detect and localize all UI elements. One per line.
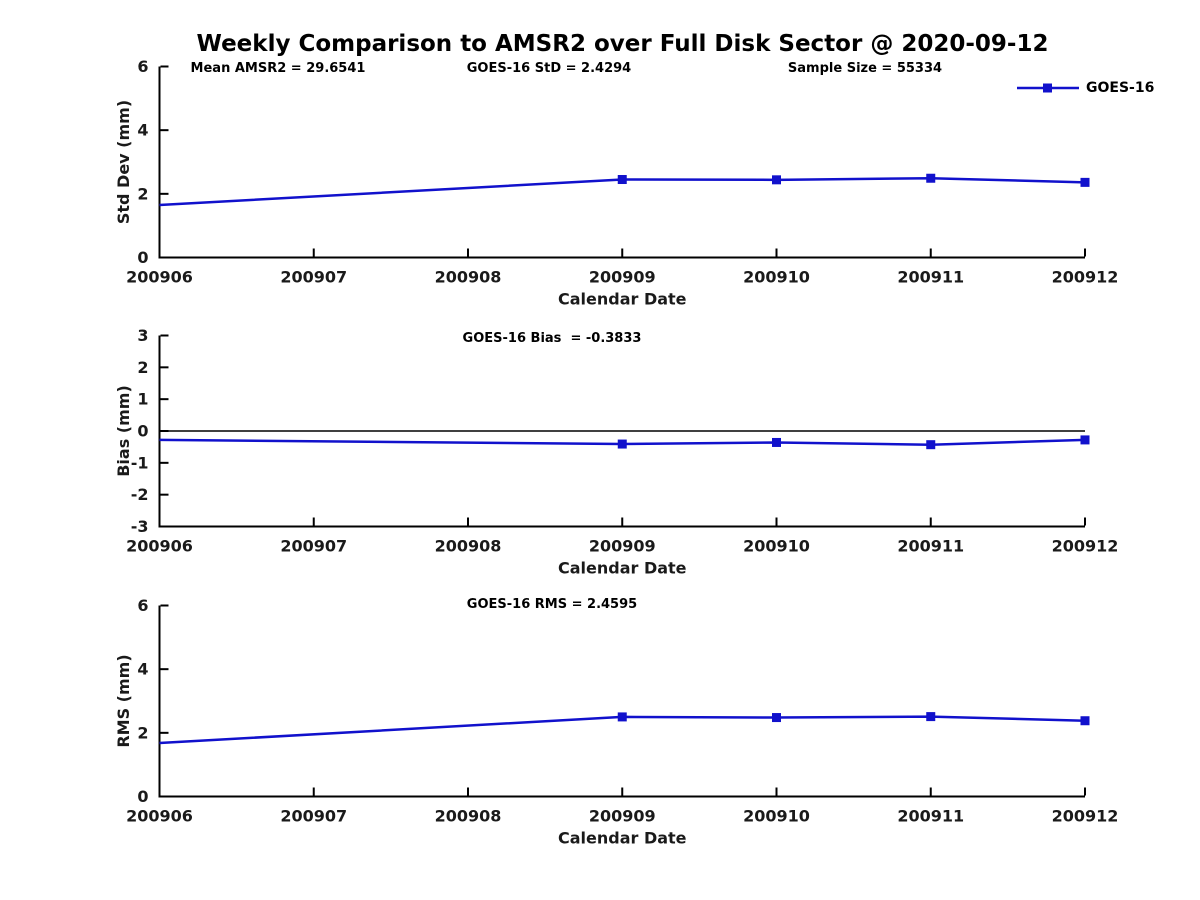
x-tick-label: 200909	[589, 268, 656, 287]
x-tick-label: 200906	[126, 537, 193, 556]
y-tick-label: -2	[131, 485, 149, 504]
x-tick-label: 200912	[1052, 268, 1119, 287]
x-tick-label: 200912	[1052, 807, 1119, 826]
series-marker	[617, 712, 627, 722]
y-tick-label: 4	[137, 121, 148, 140]
series-marker	[1080, 716, 1090, 726]
x-tick-label: 200907	[280, 807, 347, 826]
y-tick-label: 6	[137, 596, 148, 615]
x-tick-label: 200908	[435, 537, 502, 556]
x-tick-label: 200911	[897, 537, 964, 556]
y-axis-label: RMS (mm)	[114, 654, 133, 747]
series-marker	[617, 439, 627, 449]
x-tick-label: 200910	[743, 537, 810, 556]
y-tick-label: 0	[137, 248, 148, 267]
y-axis-label: Bias (mm)	[114, 385, 133, 477]
legend: GOES-16	[1017, 80, 1155, 96]
y-tick-label: 0	[137, 787, 148, 806]
annotation-sample-size: Sample Size = 55334	[787, 61, 943, 76]
x-tick-label: 200911	[897, 807, 964, 826]
series-marker	[772, 175, 781, 185]
x-tick-label: 200908	[435, 807, 502, 826]
axis-frame	[158, 605, 1085, 798]
series-marker	[1080, 435, 1090, 445]
x-tick-label: 200907	[280, 268, 347, 287]
y-tick-label: 2	[137, 184, 148, 203]
y-tick-label: -1	[131, 453, 149, 472]
series-marker	[772, 713, 781, 723]
x-axis-label: Calendar Date	[558, 829, 687, 848]
series-marker	[926, 712, 936, 722]
y-tick-label: 1	[137, 390, 148, 409]
series-marker	[772, 437, 781, 447]
legend-marker	[1043, 83, 1052, 93]
x-tick-label: 200907	[280, 537, 347, 556]
series-marker	[617, 175, 627, 185]
x-tick-label: 200908	[435, 268, 502, 287]
x-tick-label: 200910	[743, 268, 810, 287]
legend-line-marker-icon	[1017, 83, 1079, 93]
x-tick-label: 200909	[589, 537, 656, 556]
x-axis-label: Calendar Date	[558, 559, 687, 578]
axis-frame	[158, 335, 1085, 528]
y-tick-label: -3	[131, 517, 149, 536]
legend-label: GOES-16	[1086, 80, 1155, 96]
series-marker	[926, 173, 936, 183]
x-tick-label: 200906	[126, 268, 193, 287]
y-tick-label: 0	[137, 422, 148, 441]
y-tick-label: 4	[137, 660, 148, 679]
y-tick-label: 6	[137, 57, 148, 76]
series-marker	[926, 440, 936, 450]
y-axis-label: Std Dev (mm)	[114, 100, 133, 224]
x-tick-label: 200911	[897, 268, 964, 287]
annotation-goes16-rms: GOES-16 RMS = 2.4595	[466, 597, 638, 612]
annotation-goes16-bias: GOES-16 Bias = -0.3833	[462, 331, 642, 346]
y-tick-label: 3	[137, 326, 148, 345]
series-marker	[1080, 177, 1090, 187]
x-tick-label: 200912	[1052, 537, 1119, 556]
annotation-mean-amsr2: Mean AMSR2 = 29.6541	[190, 61, 366, 76]
annotation-goes16-std: GOES-16 StD = 2.4294	[466, 61, 632, 76]
x-tick-label: 200910	[743, 807, 810, 826]
y-tick-label: 2	[137, 358, 148, 377]
axis-frame	[158, 66, 1085, 259]
y-tick-label: 2	[137, 723, 148, 742]
x-axis-label: Calendar Date	[558, 290, 687, 309]
figure-title: Weekly Comparison to AMSR2 over Full Dis…	[196, 31, 1049, 57]
x-tick-label: 200906	[126, 807, 193, 826]
x-tick-label: 200909	[589, 807, 656, 826]
